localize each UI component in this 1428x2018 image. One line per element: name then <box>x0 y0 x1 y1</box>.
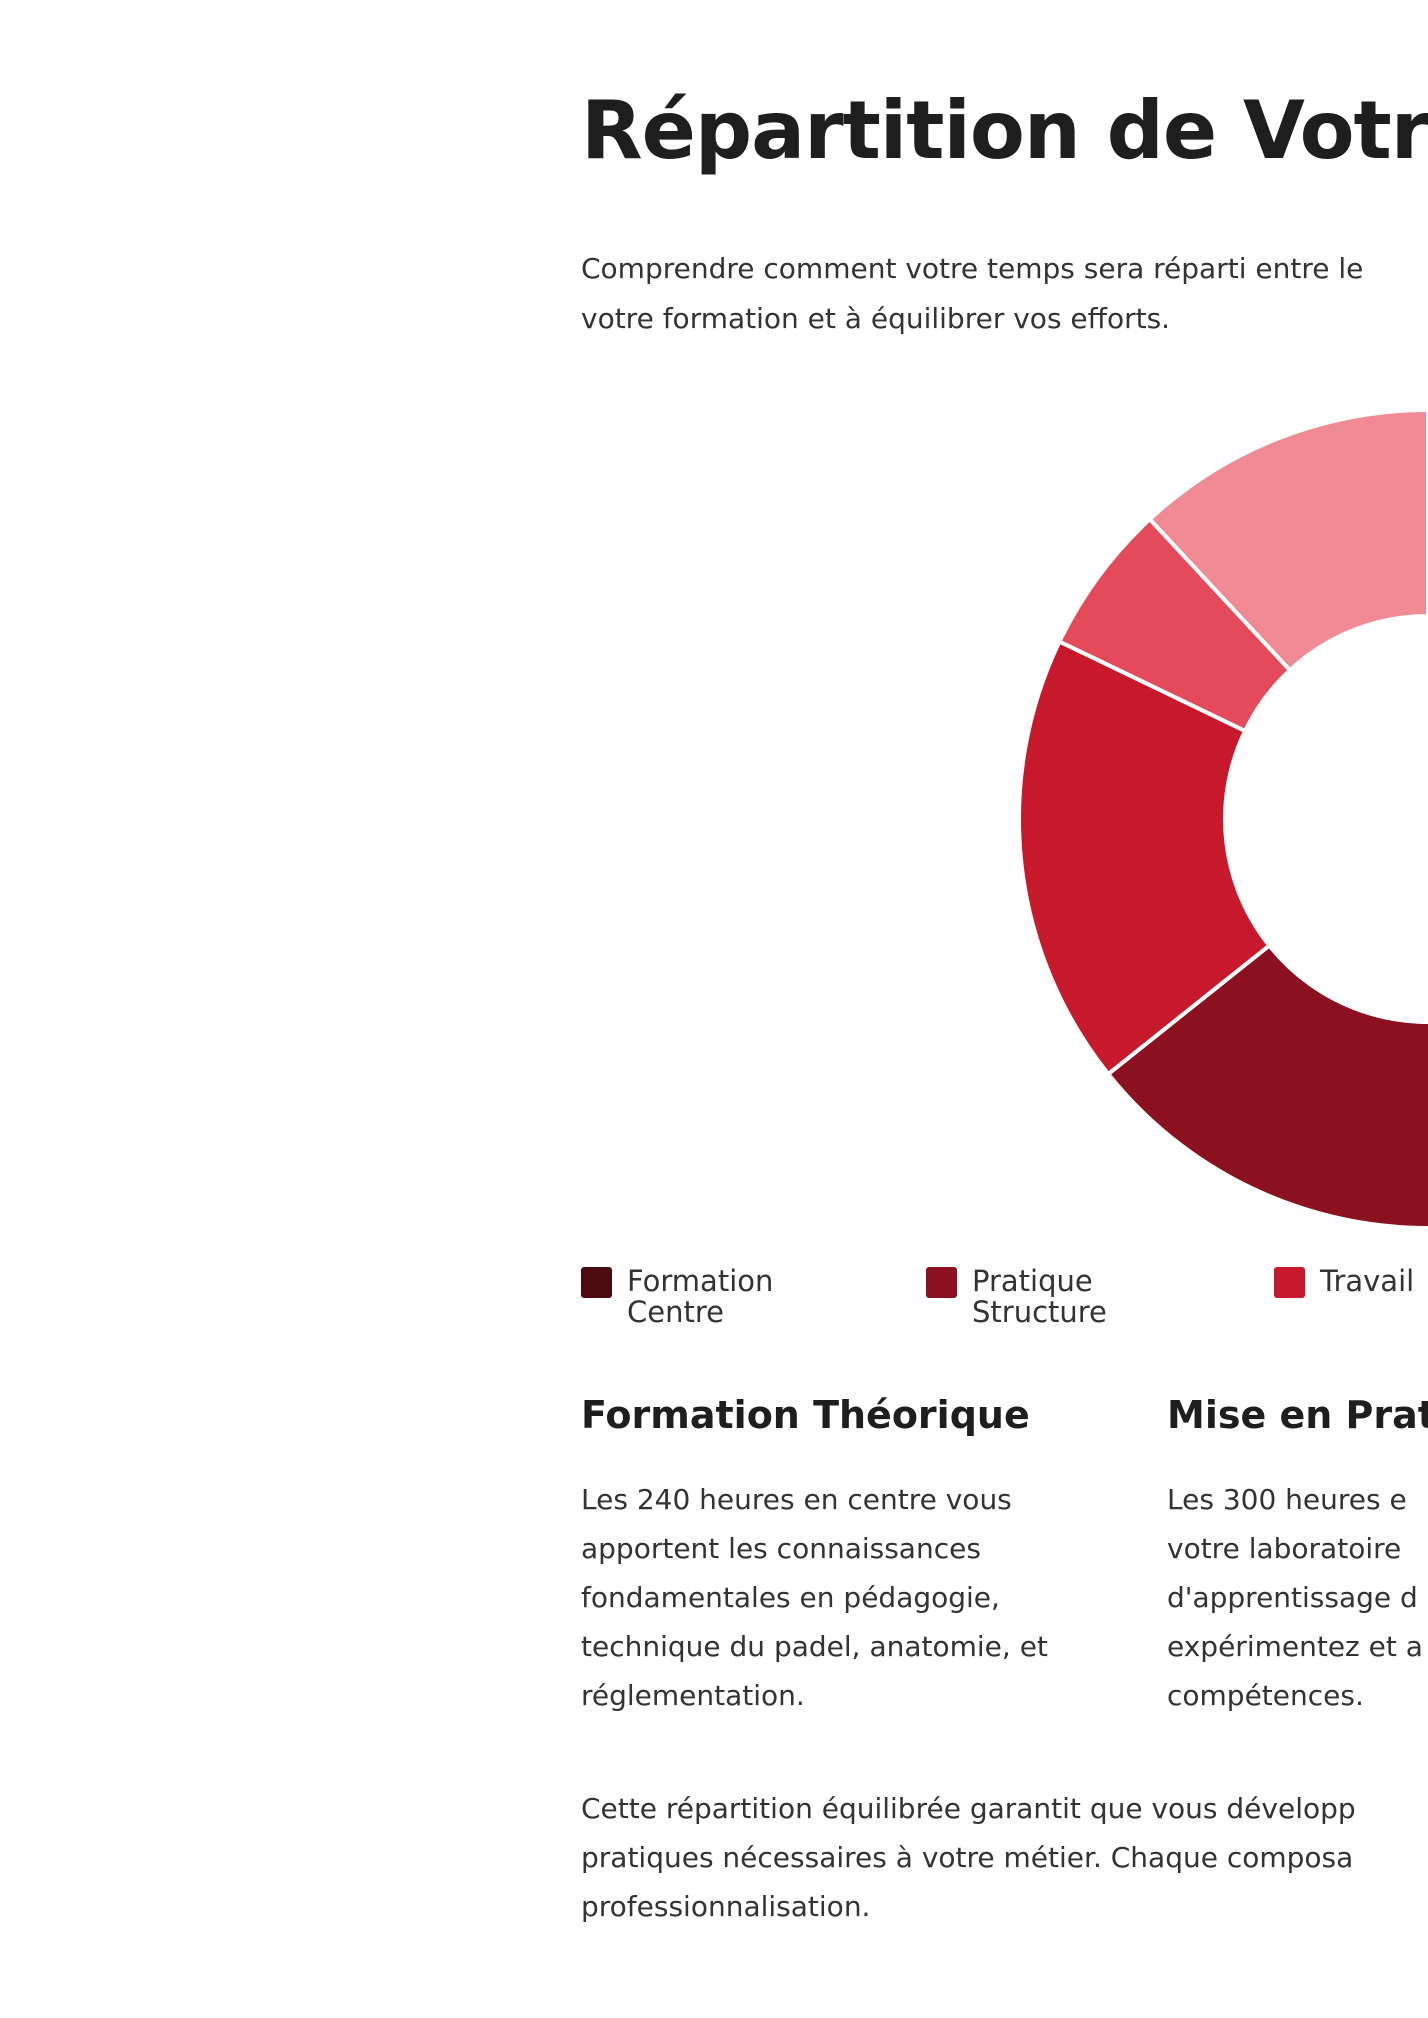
section-text-line: Les 300 heures e <box>1167 1483 1407 1516</box>
section-text-line: technique du padel, anatomie, et <box>581 1630 1048 1663</box>
legend-swatch <box>926 1267 957 1298</box>
section-text-line: compétences. <box>1167 1679 1364 1712</box>
legend-label: Travail <box>1320 1264 1415 1298</box>
subtitle-line: Comprendre comment votre temps sera répa… <box>581 252 1364 285</box>
section-text-line: Les 240 heures en centre vous <box>581 1483 1012 1516</box>
legend-label: Formation Centre <box>627 1264 774 1329</box>
section-text-line: expérimentez et a <box>1167 1630 1423 1663</box>
section-text-line: votre laboratoire <box>1167 1532 1402 1565</box>
legend-label: Pratique Structure <box>972 1264 1107 1329</box>
page-title: Répartition de Votre <box>581 84 1428 177</box>
subtitle-line: votre formation et à équilibrer vos effo… <box>581 302 1171 335</box>
section-heading: Formation Théorique <box>581 1393 1030 1437</box>
donut-segment-2 <box>1017 638 1273 1077</box>
conclusion-line: pratiques nécessaires à votre métier. Ch… <box>581 1841 1354 1874</box>
donut-segment-1 <box>1105 942 1428 1231</box>
section-text-line: réglementation. <box>581 1679 805 1712</box>
section-text-line: apportent les connaissances <box>581 1532 981 1565</box>
section-heading: Mise en Prati <box>1167 1393 1428 1437</box>
conclusion-line: Cette répartition équilibrée garantit qu… <box>581 1792 1356 1825</box>
conclusion-line: professionnalisation. <box>581 1890 871 1923</box>
donut-chart <box>1017 407 1428 1231</box>
legend-swatch <box>581 1267 612 1298</box>
section-text-line: d'apprentissage d <box>1167 1581 1418 1614</box>
section-text-line: fondamentales en pédagogie, <box>581 1581 1000 1614</box>
donut-segment-4 <box>1146 407 1428 674</box>
legend-swatch <box>1274 1267 1305 1298</box>
